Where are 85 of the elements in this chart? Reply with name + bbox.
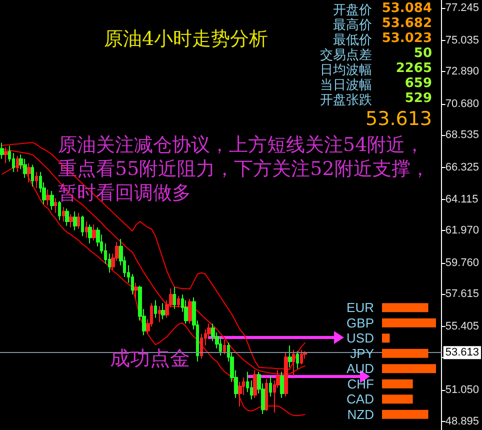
y-tick-label: 70.680 [445,98,480,110]
candlestick [88,224,92,244]
y-tick-label: EUR [346,300,374,316]
candlestick [73,210,77,231]
candlestick [46,188,50,206]
bar [382,303,428,312]
annotation: 开盘张跌 [320,92,372,109]
annotation: 2265 [396,61,432,76]
candlestick [16,155,19,172]
candlestick [50,190,54,210]
candlestick [161,302,165,320]
annotation: 53.084 [382,1,432,16]
candlestick [200,333,203,360]
y-tick-label: AUD [346,361,374,376]
y-tick-label: 61.970 [445,224,480,237]
bar [382,348,428,358]
candlestick [300,349,303,365]
y-tick-label: USD [346,330,374,346]
y-tick-label: 75.035 [445,34,480,46]
candlestick [65,208,69,226]
ref-line-label: 53.613 [445,346,480,359]
annotation: 交易点差 [320,47,372,63]
annotation: 最低价 [333,32,372,48]
candlestick [253,370,257,398]
bar [382,394,413,404]
candlestick [284,352,288,397]
y-tick-label: 48.895 [445,415,480,428]
y-tick-label: 68.535 [445,129,480,142]
candlestick [54,198,57,214]
annotation: 53.682 [382,16,432,31]
annotation: 成功点金 [110,345,190,372]
y-tick-label: 77.245 [445,2,480,14]
candlestick [177,295,180,308]
candlestick [292,349,295,377]
text: 原油4小时走势分析 [104,27,268,52]
candlestick [77,212,80,230]
y-tick-label: 72.890 [445,66,480,78]
y-tick-label: 64.115 [445,193,478,206]
annotation: 529 [404,91,432,106]
y-tick-label: 51.050 [445,384,480,396]
annotation: 50 [414,46,432,61]
y-tick-label: NZD [347,406,374,422]
annotation: 开盘价 [333,2,372,18]
bar [382,379,413,388]
candlestick [269,376,272,397]
y-tick-label: GBP [346,315,374,330]
candlestick [288,344,292,368]
bar [382,364,436,374]
candlestick [134,282,138,300]
annotation: 53.023 [382,31,432,46]
annotation: 659 [404,76,432,91]
candlestick [173,286,176,310]
y-tick-label: CAD [346,392,374,407]
candlestick [27,162,31,183]
bar [382,318,436,328]
candlestick [69,214,73,228]
candlestick [280,371,284,398]
candlestick [31,164,34,188]
candlestick [158,306,161,323]
candlestick [23,158,27,178]
y-tick-label: 57.615 [445,288,480,300]
annotation: 日均波幅 [320,62,372,78]
candlestick [58,200,61,221]
annotation: 当日波幅 [320,77,372,93]
candlestick [85,221,88,238]
candlestick [296,350,299,370]
candlestick [4,146,8,164]
candlestick [188,298,192,324]
y-tick-label: 59.760 [445,256,480,269]
candlestick [92,224,96,242]
candlestick [81,215,84,237]
bar [382,410,428,419]
candlestick [0,142,4,160]
candlestick [62,206,65,222]
candlestick [238,381,242,408]
candlestick [35,172,38,189]
y-tick-label: 55.405 [445,320,480,332]
candlestick [154,300,157,318]
annotation: 最高价 [333,17,372,34]
y-tick-label: CHF [347,376,374,392]
bar [382,334,390,343]
candlestick [265,378,268,412]
candlestick [223,339,226,355]
annotation: 53.613 [366,108,432,130]
y-tick-label: 66.325 [445,161,480,174]
